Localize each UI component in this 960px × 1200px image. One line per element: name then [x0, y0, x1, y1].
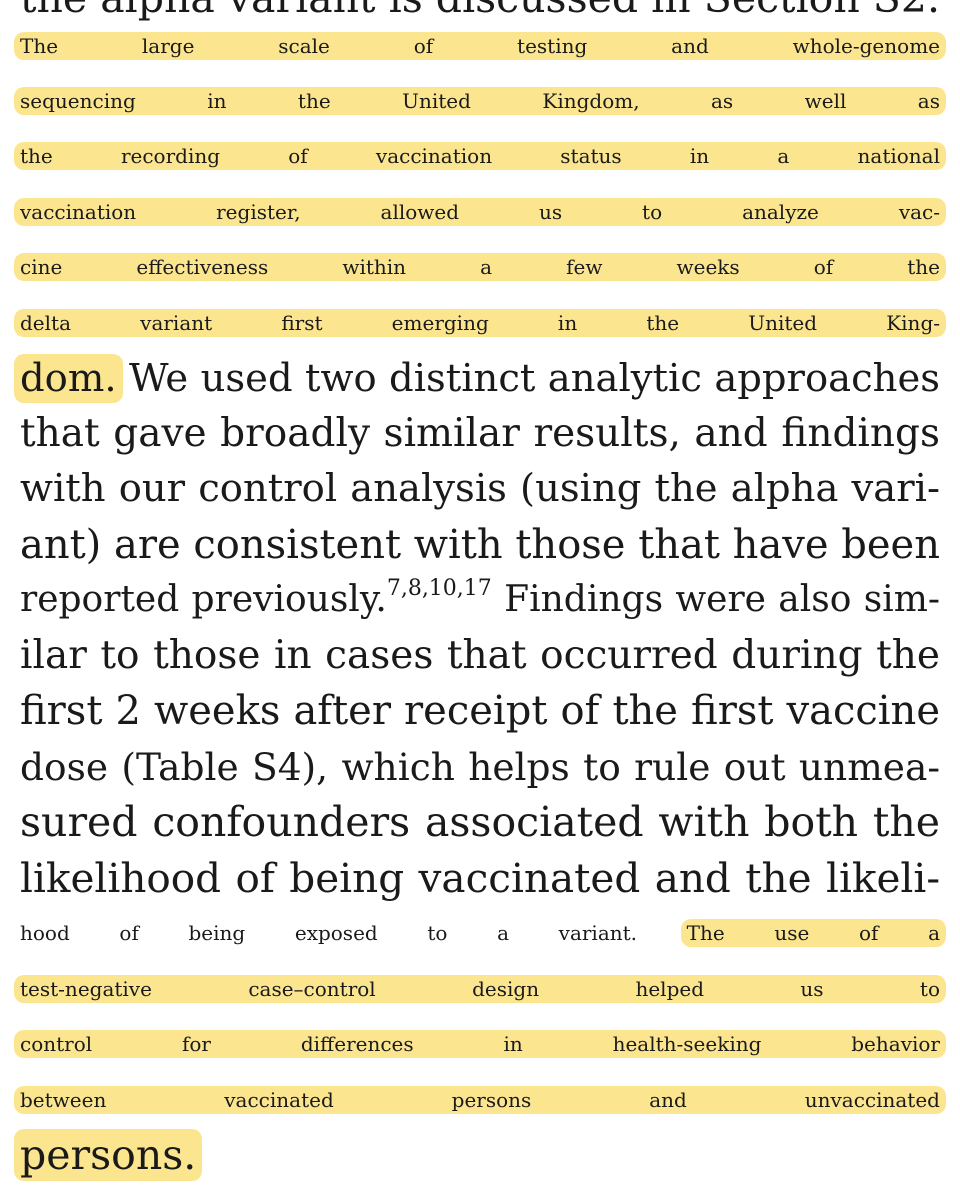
- text-line-4: vaccination register, allowed us to anal…: [14, 184, 946, 240]
- highlighted-text: between vaccinated persons and unvaccina…: [14, 1086, 946, 1114]
- text-line-15: sured confounders associated with both t…: [20, 794, 940, 850]
- top-cut-text: the alpha variant is discussed in Sectio…: [20, 0, 940, 22]
- top-cut-line: the alpha variant is discussed in Sectio…: [20, 0, 940, 26]
- highlighted-text: persons.: [14, 1129, 203, 1181]
- body-text: We used two distinct analytic approaches: [116, 356, 940, 401]
- body-text: ant) are consistent with those that have…: [20, 522, 940, 568]
- highlighted-text: sequencing in the United Kingdom, as wel…: [14, 87, 946, 115]
- text-line-9: with our control analysis (using the alp…: [20, 461, 940, 517]
- text-line-3: the recording of vaccination status in a…: [14, 128, 946, 184]
- text-line-12: ilar to those in cases that occurred dur…: [20, 628, 940, 684]
- text-line-5: cine effectiveness within a few weeks of…: [14, 239, 946, 295]
- body-text: likelihood of being vaccinated and the l…: [20, 854, 940, 902]
- text-line-6: delta variant first emerging in the Unit…: [14, 295, 946, 351]
- text-line-14: dose (Table S4), which helps to rule out…: [20, 739, 940, 795]
- highlighted-text: delta variant first emerging in the Unit…: [14, 309, 946, 337]
- body-text: reported previously.: [20, 579, 387, 620]
- highlighted-text: cine effectiveness within a few weeks of…: [14, 253, 946, 281]
- highlighted-text: The use of a: [680, 919, 947, 947]
- text-line-20: between vaccinated persons and unvaccina…: [14, 1072, 946, 1128]
- highlighted-text: vaccination register, allowed us to anal…: [14, 198, 946, 226]
- highlighted-text: test-negative case–control design helped…: [14, 975, 946, 1003]
- text-line-13: first 2 weeks after receipt of the first…: [20, 683, 940, 739]
- text-line-21: persons.: [14, 1127, 940, 1183]
- text-line-10: ant) are consistent with those that have…: [20, 517, 940, 573]
- text-line-1: The large scale of testing and whole-gen…: [14, 18, 946, 74]
- body-text: first 2 weeks after receipt of the first…: [20, 688, 940, 734]
- body-text: Findings were also sim-: [491, 579, 940, 620]
- body-text: that gave broadly similar results, and f…: [20, 411, 940, 456]
- highlighted-text: dom.: [14, 354, 123, 403]
- highlighted-text: control for differences in health-seekin…: [14, 1030, 946, 1058]
- text-line-7: dom. We used two distinct analytic appro…: [14, 351, 940, 407]
- text-line-17: hood of being exposed to a variant. The …: [20, 905, 947, 961]
- body-text: ilar to those in cases that occurred dur…: [20, 633, 940, 678]
- text-line-2: sequencing in the United Kingdom, as wel…: [14, 73, 946, 129]
- body-text: with our control analysis (using the alp…: [20, 466, 940, 511]
- text-line-11: reported previously.7,8,10,17 Findings w…: [20, 572, 940, 628]
- text-line-18: test-negative case–control design helped…: [14, 961, 946, 1017]
- citation-superscript: 7,8,10,17: [386, 576, 492, 601]
- text-line-8: that gave broadly similar results, and f…: [20, 406, 940, 462]
- body-text: hood of being exposed to a variant.: [20, 921, 687, 945]
- body-text: dose (Table S4), which helps to rule out…: [20, 745, 940, 789]
- text-line-19: control for differences in health-seekin…: [14, 1016, 946, 1072]
- highlighted-text: the recording of vaccination status in a…: [14, 142, 946, 170]
- text-line-16: likelihood of being vaccinated and the l…: [20, 850, 940, 906]
- highlighted-text: The large scale of testing and whole-gen…: [14, 32, 946, 60]
- body-text: sured confounders associated with both t…: [20, 798, 940, 846]
